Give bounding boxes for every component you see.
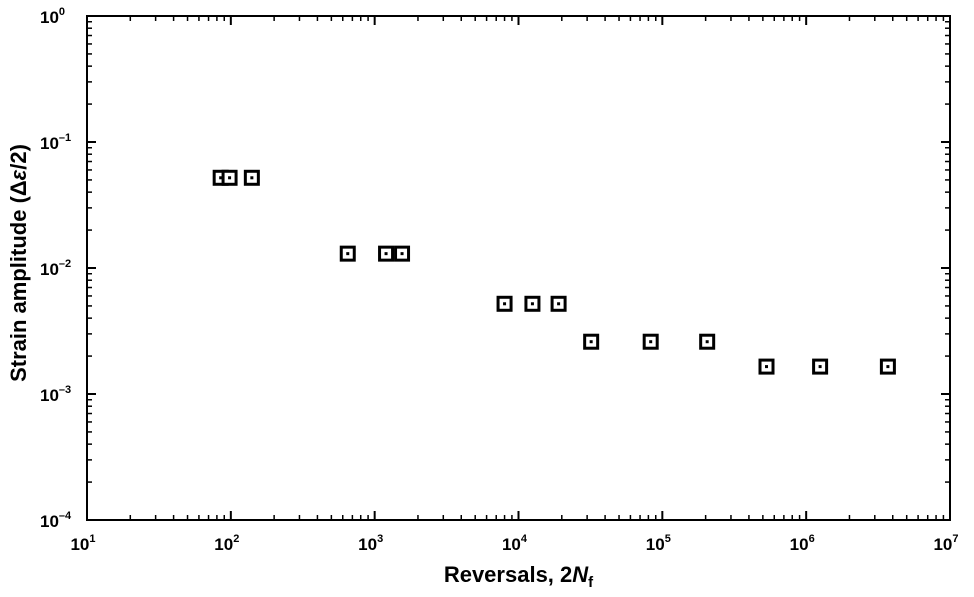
- y-tick-label: 100: [40, 6, 65, 27]
- data-point-dot: [384, 252, 388, 256]
- y-tick-label: 10–4: [40, 510, 72, 531]
- data-point-dot: [886, 365, 890, 369]
- y-axis-title-variable: ε: [6, 169, 31, 180]
- data-point: [221, 169, 238, 186]
- y-axis-title-suffix: /2): [6, 144, 31, 170]
- data-point-dot: [219, 176, 223, 180]
- data-point-dot: [649, 340, 653, 344]
- data-point: [583, 333, 600, 350]
- data-point: [812, 358, 829, 375]
- x-axis-title-variable: N: [572, 562, 589, 587]
- data-point-dot: [346, 252, 350, 256]
- data-point-dot: [400, 252, 404, 256]
- y-axis-tick-labels: 100 10–1 10–2 10–3 10–4: [40, 6, 72, 531]
- x-axis-title-subscript: f: [588, 574, 594, 591]
- x-axis-title-prefix: Reversals, 2: [444, 562, 572, 587]
- x-tick-label: 106: [790, 533, 815, 554]
- data-point: [394, 245, 411, 262]
- data-point: [758, 358, 775, 375]
- y-tick-label: 10–1: [40, 132, 71, 153]
- data-point-dot: [228, 176, 232, 180]
- data-point: [642, 333, 659, 350]
- x-tick-label: 104: [502, 533, 528, 554]
- data-point: [243, 169, 260, 186]
- x-tick-label: 102: [214, 533, 239, 554]
- data-point-dot: [765, 365, 769, 369]
- x-axis-tick-labels: 101 102 103 104 105 106 107: [70, 533, 958, 554]
- x-tick-label: 107: [933, 533, 958, 554]
- data-point-dot: [705, 340, 709, 344]
- data-points: [212, 169, 896, 375]
- x-tick-label: 105: [646, 533, 671, 554]
- plot-area-frame: [86, 15, 951, 521]
- data-point: [496, 295, 513, 312]
- data-point-dot: [818, 365, 822, 369]
- x-tick-label: 101: [70, 533, 95, 554]
- data-point: [378, 245, 395, 262]
- y-axis-title: Strain amplitude (Δε/2): [6, 144, 31, 382]
- y-axis-title-prefix: Strain amplitude (Δ: [6, 180, 31, 382]
- data-point: [524, 295, 541, 312]
- x-axis-ticks: [86, 16, 951, 520]
- y-tick-label: 10–2: [40, 258, 71, 279]
- data-point-dot: [530, 302, 534, 306]
- y-tick-label: 10–3: [40, 384, 71, 405]
- data-point-dot: [557, 302, 561, 306]
- data-point: [550, 295, 567, 312]
- data-point: [879, 358, 896, 375]
- data-point: [339, 245, 356, 262]
- data-point-dot: [589, 340, 593, 344]
- y-axis-ticks: [87, 15, 950, 521]
- data-point-dot: [250, 176, 254, 180]
- data-point-dot: [503, 302, 507, 306]
- x-axis-title: Reversals, 2Nf: [444, 562, 594, 591]
- data-point: [699, 333, 716, 350]
- x-tick-label: 103: [358, 533, 383, 554]
